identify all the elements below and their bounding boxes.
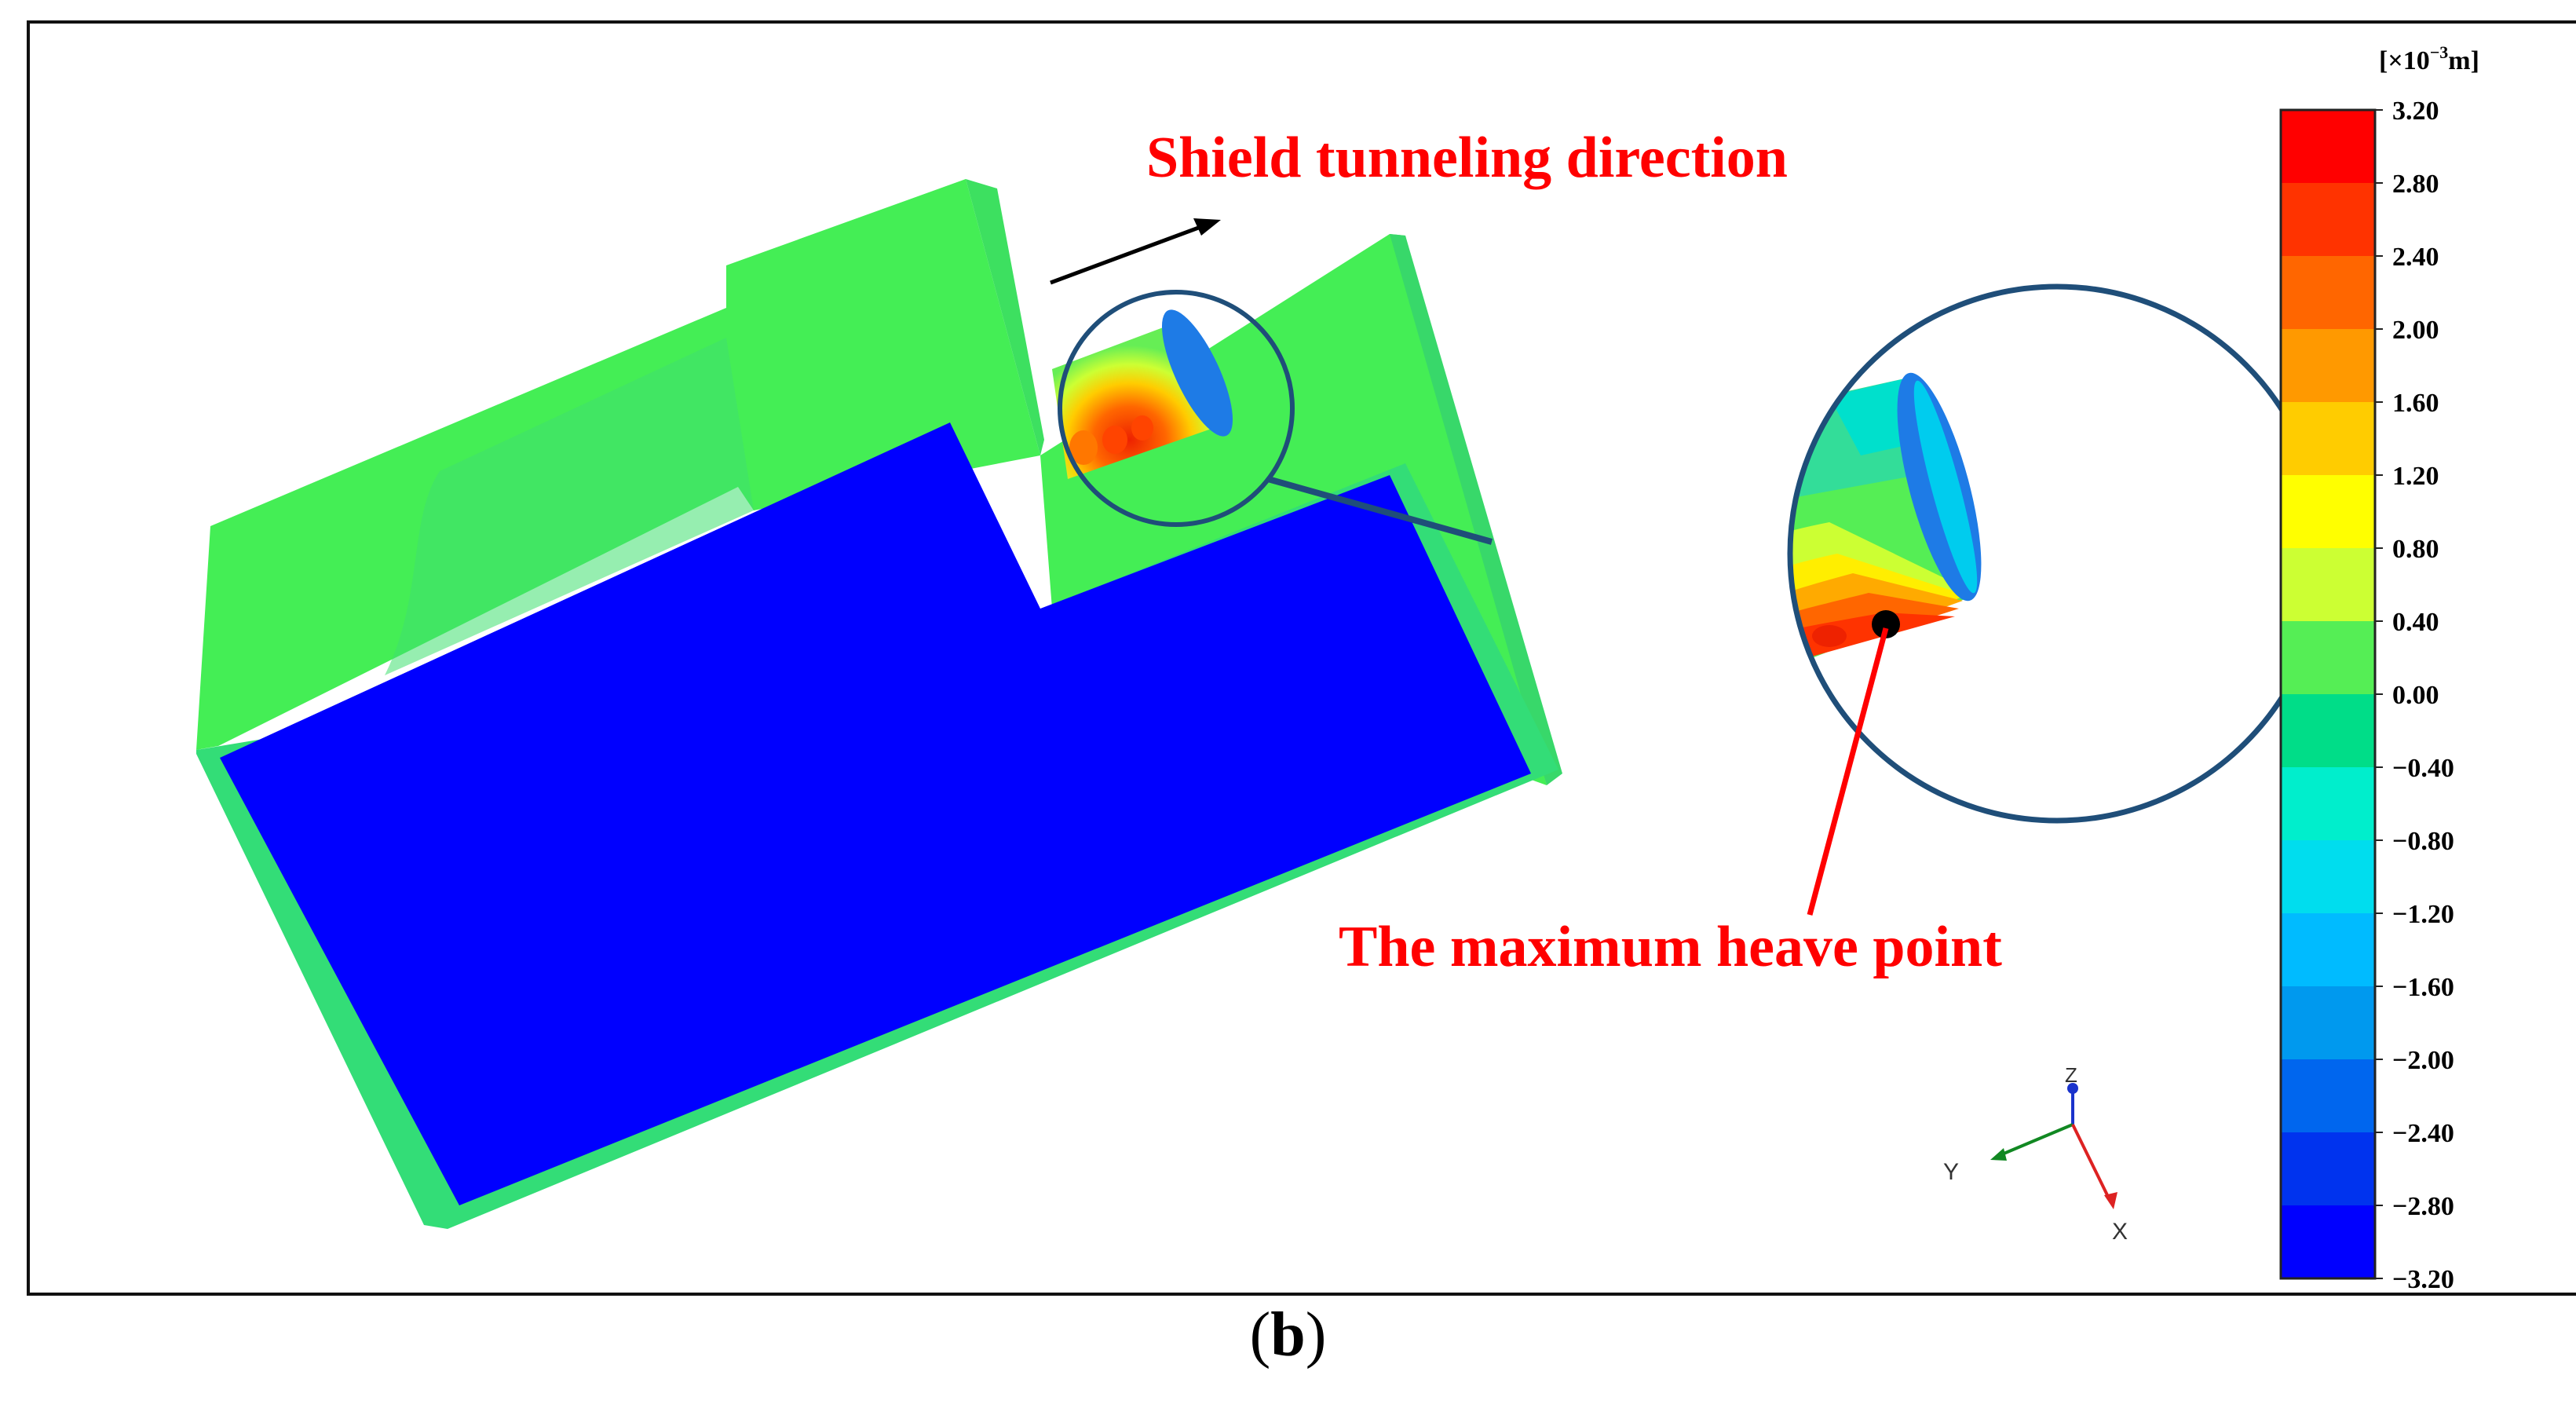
legend-band: [2281, 1205, 2375, 1279]
direction-label: Shield tunneling direction: [1146, 126, 1788, 190]
callout-zoom: [1787, 283, 2327, 824]
wall-shading: [385, 338, 754, 675]
tunnel-small: [1052, 309, 1233, 479]
legend-band: [2281, 694, 2375, 768]
axis-x-label: X: [2112, 1219, 2128, 1245]
callout-connector: [1266, 476, 1493, 545]
axis-z-label: Z: [2065, 1063, 2077, 1087]
legend-tick-label: 1.20: [2392, 462, 2439, 491]
legend-tick-label: 2.00: [2392, 316, 2439, 345]
legend-unit: [×10−3m]: [2379, 42, 2479, 75]
legend-tick-label: −0.80: [2392, 827, 2454, 856]
excavation-model: [196, 179, 1562, 1229]
legend-band: [2281, 767, 2375, 841]
legend-band: [2281, 402, 2375, 476]
legend-tick-label: −2.80: [2392, 1192, 2454, 1221]
legend-band: [2281, 986, 2375, 1060]
axis-triad: Z Y X: [1943, 1063, 2128, 1245]
legend-band: [2281, 913, 2375, 987]
legend-band: [2281, 256, 2375, 330]
legend-band: [2281, 1059, 2375, 1133]
heave-label: The maximum heave point: [1339, 915, 2002, 979]
legend-tick-label: −1.60: [2392, 973, 2454, 1002]
legend-tick-label: −2.40: [2392, 1119, 2454, 1148]
max-heave-point: [1872, 610, 1900, 638]
legend-tick-label: 0.00: [2392, 681, 2439, 710]
legend-band: [2281, 840, 2375, 914]
color-legend: [×10−3m] 3.20 2.80 2.40 2.00 1.60 1.20 0.80 0.4…: [2279, 42, 2479, 1294]
direction-arrow: [1050, 218, 1221, 285]
figure-caption: (b): [1249, 1300, 1327, 1370]
legend-bands: [2281, 110, 2375, 1279]
legend-band: [2281, 475, 2375, 549]
legend-tick-label: 0.40: [2392, 608, 2439, 637]
legend-band: [2281, 548, 2375, 622]
legend-ticks: 3.20 2.80 2.40 2.00 1.60 1.20 0.80 0.40 0.00 −0.4…: [2375, 97, 2454, 1294]
legend-band: [2281, 183, 2375, 257]
callout-small-circle: [1058, 290, 1295, 527]
wall-back-face: [966, 179, 1044, 455]
legend-tick-label: 2.80: [2392, 170, 2439, 199]
heave-pointer: [1807, 627, 1889, 916]
legend-band: [2281, 110, 2375, 184]
legend-tick-label: −2.00: [2392, 1046, 2454, 1075]
base-slab: [220, 422, 1531, 1205]
legend-band: [2281, 329, 2375, 403]
legend-band: [2281, 1132, 2375, 1206]
legend-tick-label: 3.20: [2392, 97, 2439, 126]
legend-band: [2281, 621, 2375, 695]
legend-tick-label: −3.20: [2392, 1265, 2454, 1294]
figure-frame: [27, 20, 2576, 1296]
legend-tick-label: 0.80: [2392, 535, 2439, 564]
right-box-side: [1390, 234, 1562, 785]
legend-tick-label: −0.40: [2392, 754, 2454, 783]
legend-tick-label: 1.60: [2392, 389, 2439, 418]
legend-tick-label: −1.20: [2392, 900, 2454, 929]
axis-y-label: Y: [1943, 1159, 1959, 1185]
legend-tick-label: 2.40: [2392, 243, 2439, 272]
